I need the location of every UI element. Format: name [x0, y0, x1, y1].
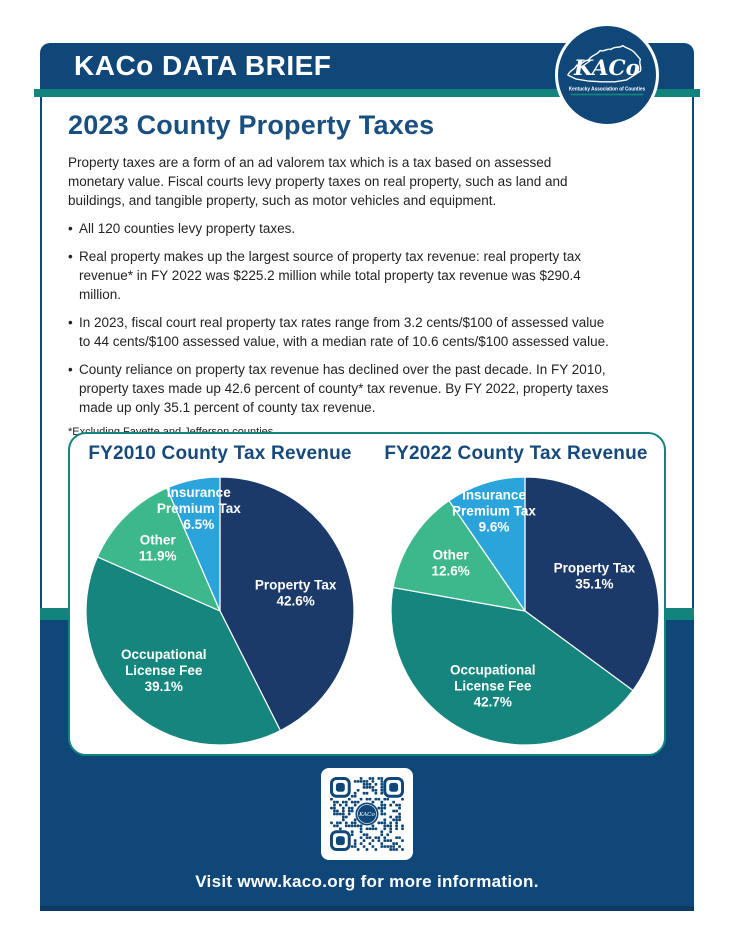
- pie-slice-label: Other 11.9%: [139, 533, 177, 564]
- pie-slice-label: Occupational License Fee 42.7%: [450, 663, 536, 710]
- qr-center-label: KACo: [358, 812, 375, 818]
- bullet-list: All 120 counties levy property taxes. Re…: [68, 219, 610, 417]
- teal-divider-top: [34, 89, 700, 97]
- pie-slice-property-tax: [219, 476, 355, 732]
- pie-slice-insurance-premium-tax: [166, 476, 221, 612]
- chart-panel: FY2010 County Tax Revenue FY2022 County …: [68, 432, 666, 756]
- logo-underline: [570, 93, 644, 96]
- logo-org-name: Kentucky Association of Counties: [569, 87, 645, 93]
- kaco-logo: KACo Kentucky Association of Counties: [555, 23, 659, 127]
- pie-slice-insurance-premium-tax: [448, 476, 526, 612]
- bullet-item: Real property makes up the largest sourc…: [68, 247, 610, 304]
- pie-chart-fy2022: Property Tax 35.1% Occupational License Fee…: [385, 471, 665, 751]
- chart-title-fy2022: FY2022 County Tax Revenue: [384, 443, 648, 464]
- logo-acronym: KACo: [573, 56, 640, 81]
- pie-slice-occupational-license-fee: [85, 556, 281, 746]
- bullet-item: In 2023, fiscal court real property tax …: [68, 313, 610, 351]
- kentucky-outline-icon: KACo Kentucky Association of Counties: [567, 44, 645, 96]
- article: 2023 County Property Taxes Property taxe…: [68, 110, 616, 438]
- pie-slice-property-tax: [524, 476, 660, 692]
- pie-slice-label: Property Tax 42.6%: [255, 577, 337, 608]
- bullet-item: County reliance on property tax revenue …: [68, 360, 610, 417]
- intro-paragraph: Property taxes are a form of an ad valor…: [68, 155, 568, 208]
- chart-title-fy2010: FY2010 County Tax Revenue: [88, 443, 352, 464]
- header-title: KACo DATA BRIEF: [74, 50, 332, 81]
- pie-slice-other: [392, 500, 526, 612]
- bullet-item: All 120 counties levy property taxes.: [68, 219, 610, 238]
- pie-slice-label: Other 12.6%: [431, 548, 469, 579]
- pie-chart-fy2010: Property Tax 42.6% Occupational License Fee…: [80, 471, 360, 751]
- page-title: 2023 County Property Taxes: [68, 110, 435, 140]
- footer-text: Visit www.kaco.org for more information.: [195, 872, 539, 891]
- pie-slice-label: Insurance Premium Tax 6.5%: [157, 485, 241, 532]
- qr-pattern: KACo: [330, 777, 404, 851]
- qr-code: KACo: [321, 768, 413, 860]
- pie-slice-occupational-license-fee: [390, 586, 634, 746]
- pie-slice-label: Property Tax 35.1%: [554, 560, 636, 591]
- pie-slice-label: Insurance Premium Tax 9.6%: [452, 488, 536, 535]
- pie-slice-label: Occupational License Fee 39.1%: [121, 647, 207, 694]
- pie-slice-other: [96, 487, 221, 612]
